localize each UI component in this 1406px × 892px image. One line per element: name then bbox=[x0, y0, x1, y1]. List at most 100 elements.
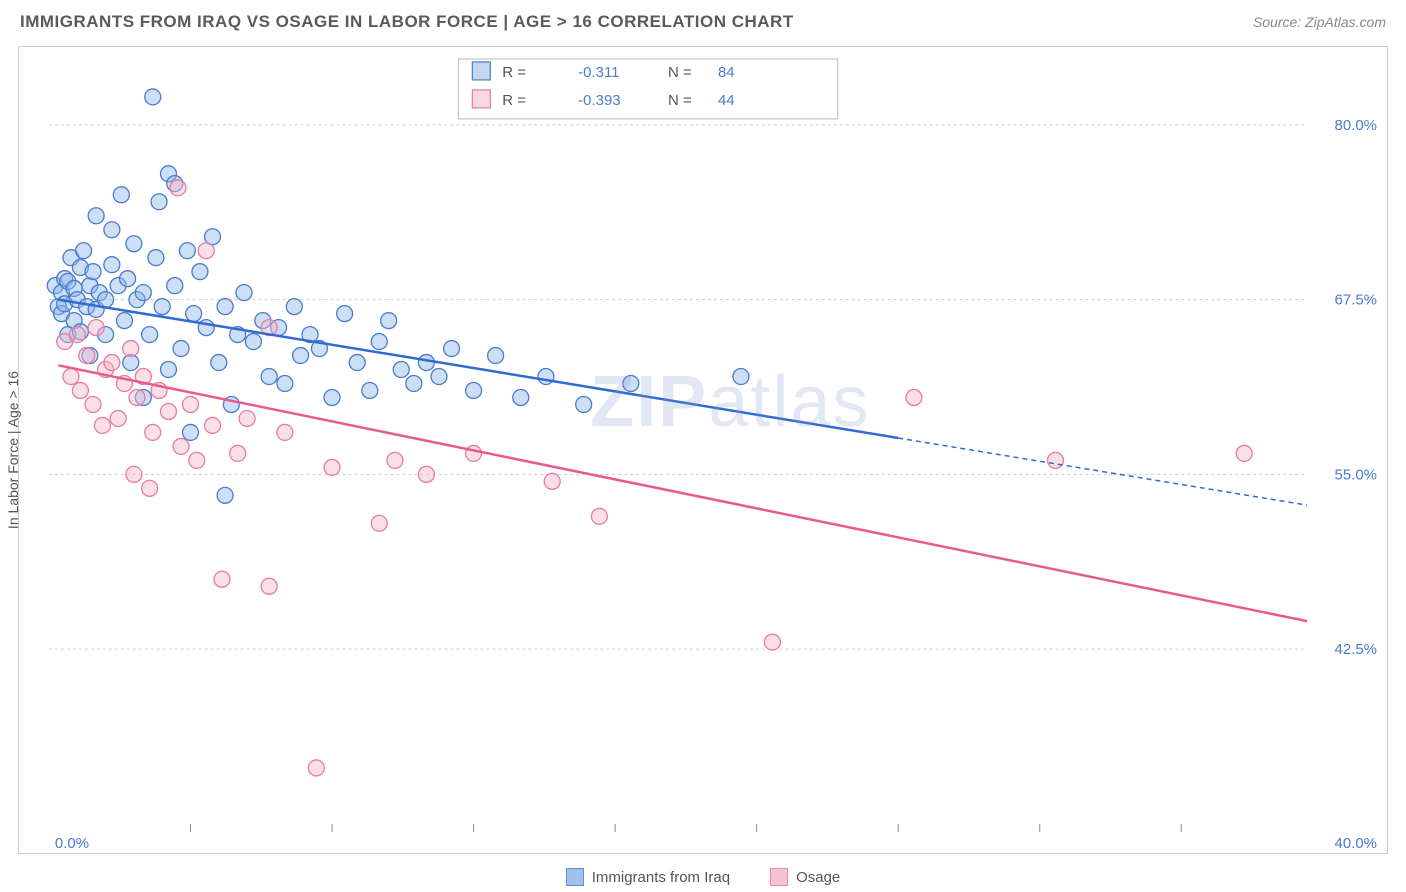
scatter-point bbox=[371, 515, 387, 531]
scatter-point bbox=[293, 348, 309, 364]
scatter-point bbox=[214, 571, 230, 587]
scatter-point bbox=[85, 264, 101, 280]
scatter-point bbox=[142, 480, 158, 496]
legend-n-label: N = bbox=[668, 64, 692, 81]
scatter-point bbox=[205, 417, 221, 433]
scatter-point bbox=[154, 299, 170, 315]
x-tick-label: 40.0% bbox=[1335, 835, 1377, 852]
legend-swatch bbox=[472, 90, 490, 108]
scatter-point bbox=[406, 376, 422, 392]
chart-area: In Labor Force | Age > 16 42.5%55.0%67.5… bbox=[18, 46, 1388, 854]
legend-r-value: -0.393 bbox=[578, 92, 620, 109]
scatter-point bbox=[88, 208, 104, 224]
scatter-point bbox=[179, 243, 195, 259]
scatter-point bbox=[167, 278, 183, 294]
scatter-point bbox=[324, 459, 340, 475]
scatter-point bbox=[544, 473, 560, 489]
legend-r-label: R = bbox=[502, 92, 526, 109]
scatter-point bbox=[488, 348, 504, 364]
scatter-point bbox=[623, 376, 639, 392]
bottom-legend: Immigrants from Iraq Osage bbox=[0, 868, 1406, 886]
scatter-point bbox=[444, 341, 460, 357]
scatter-point bbox=[160, 403, 176, 419]
scatter-point bbox=[513, 389, 529, 405]
scatter-point bbox=[733, 369, 749, 385]
y-tick-label: 42.5% bbox=[1335, 641, 1377, 658]
legend-label: Osage bbox=[796, 869, 840, 886]
scatter-point bbox=[239, 410, 255, 426]
legend-item: Immigrants from Iraq bbox=[566, 868, 730, 886]
scatter-point bbox=[337, 306, 353, 322]
scatter-point bbox=[324, 389, 340, 405]
scatter-point bbox=[418, 466, 434, 482]
scatter-point bbox=[129, 389, 145, 405]
scatter-point bbox=[277, 376, 293, 392]
scatter-point bbox=[151, 194, 167, 210]
scatter-plot: 42.5%55.0%67.5%80.0%0.0%40.0%R =-0.311N … bbox=[19, 47, 1387, 854]
scatter-point bbox=[183, 424, 199, 440]
chart-header: IMMIGRANTS FROM IRAQ VS OSAGE IN LABOR F… bbox=[0, 0, 1406, 38]
scatter-point bbox=[466, 383, 482, 399]
scatter-point bbox=[245, 334, 261, 350]
scatter-point bbox=[72, 383, 88, 399]
scatter-point bbox=[79, 348, 95, 364]
scatter-point bbox=[104, 222, 120, 238]
scatter-point bbox=[308, 760, 324, 776]
scatter-point bbox=[189, 452, 205, 468]
scatter-point bbox=[120, 271, 136, 287]
scatter-point bbox=[1047, 452, 1063, 468]
legend-r-label: R = bbox=[502, 64, 526, 81]
scatter-point bbox=[110, 410, 126, 426]
scatter-point bbox=[466, 445, 482, 461]
scatter-point bbox=[183, 396, 199, 412]
scatter-point bbox=[362, 383, 378, 399]
scatter-point bbox=[236, 285, 252, 301]
scatter-point bbox=[148, 250, 164, 266]
scatter-point bbox=[145, 424, 161, 440]
scatter-point bbox=[173, 341, 189, 357]
legend-swatch bbox=[566, 868, 584, 886]
legend-swatch bbox=[472, 62, 490, 80]
scatter-point bbox=[186, 306, 202, 322]
scatter-point bbox=[123, 341, 139, 357]
scatter-point bbox=[69, 327, 85, 343]
scatter-point bbox=[76, 243, 92, 259]
scatter-point bbox=[349, 355, 365, 371]
scatter-point bbox=[381, 313, 397, 329]
scatter-point bbox=[173, 438, 189, 454]
scatter-point bbox=[113, 187, 129, 203]
legend-swatch bbox=[770, 868, 788, 886]
scatter-point bbox=[126, 466, 142, 482]
scatter-point bbox=[1236, 445, 1252, 461]
scatter-point bbox=[94, 417, 110, 433]
scatter-point bbox=[393, 362, 409, 378]
legend-label: Immigrants from Iraq bbox=[592, 869, 730, 886]
scatter-point bbox=[277, 424, 293, 440]
legend-n-value: 84 bbox=[718, 64, 735, 81]
scatter-point bbox=[104, 257, 120, 273]
scatter-point bbox=[104, 355, 120, 371]
chart-title: IMMIGRANTS FROM IRAQ VS OSAGE IN LABOR F… bbox=[20, 12, 794, 32]
scatter-point bbox=[431, 369, 447, 385]
scatter-point bbox=[261, 578, 277, 594]
scatter-point bbox=[217, 487, 233, 503]
legend-item: Osage bbox=[770, 868, 840, 886]
scatter-point bbox=[126, 236, 142, 252]
scatter-point bbox=[418, 355, 434, 371]
scatter-point bbox=[88, 320, 104, 336]
scatter-point bbox=[387, 452, 403, 468]
scatter-point bbox=[286, 299, 302, 315]
legend-r-value: -0.311 bbox=[578, 64, 619, 81]
scatter-point bbox=[198, 243, 214, 259]
scatter-point bbox=[261, 369, 277, 385]
scatter-point bbox=[142, 327, 158, 343]
scatter-point bbox=[576, 396, 592, 412]
scatter-point bbox=[230, 445, 246, 461]
scatter-point bbox=[371, 334, 387, 350]
scatter-point bbox=[160, 362, 176, 378]
scatter-point bbox=[217, 299, 233, 315]
scatter-point bbox=[764, 634, 780, 650]
scatter-point bbox=[63, 369, 79, 385]
scatter-point bbox=[906, 389, 922, 405]
source-label: Source: ZipAtlas.com bbox=[1253, 14, 1386, 30]
